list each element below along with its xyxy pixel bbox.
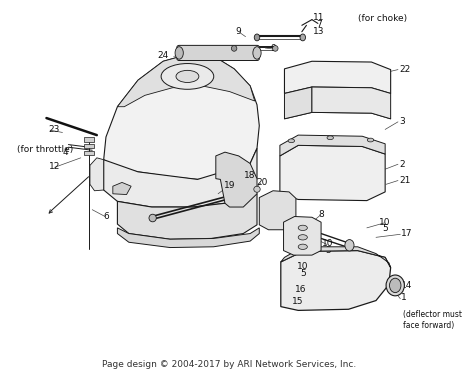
Text: 7: 7: [316, 20, 322, 29]
Text: 24: 24: [157, 51, 169, 60]
Ellipse shape: [300, 34, 306, 41]
Text: 11: 11: [313, 13, 325, 22]
Polygon shape: [280, 145, 385, 201]
Ellipse shape: [298, 244, 307, 249]
Text: 13: 13: [313, 27, 325, 36]
Ellipse shape: [386, 275, 404, 296]
Text: (for choke): (for choke): [358, 14, 407, 23]
Ellipse shape: [161, 63, 214, 89]
Text: 10: 10: [297, 262, 309, 271]
Text: 22: 22: [399, 65, 410, 74]
Text: (for throttle): (for throttle): [17, 145, 73, 154]
Text: 18: 18: [245, 171, 256, 180]
Ellipse shape: [273, 46, 278, 51]
Text: 5: 5: [300, 269, 306, 278]
Polygon shape: [283, 217, 321, 255]
Ellipse shape: [390, 278, 401, 293]
Polygon shape: [118, 54, 255, 107]
Ellipse shape: [298, 225, 307, 231]
Ellipse shape: [254, 186, 260, 192]
FancyBboxPatch shape: [84, 150, 94, 155]
Ellipse shape: [298, 235, 307, 240]
Text: 4: 4: [63, 148, 68, 157]
Text: 20: 20: [256, 178, 267, 187]
Ellipse shape: [327, 136, 333, 139]
Text: 3: 3: [399, 117, 405, 126]
Text: 16: 16: [295, 285, 306, 294]
Polygon shape: [280, 135, 385, 156]
Text: 1: 1: [401, 293, 407, 302]
Text: 10: 10: [322, 239, 334, 248]
Polygon shape: [281, 247, 391, 268]
Text: 19: 19: [224, 180, 235, 190]
Text: 17: 17: [401, 229, 413, 238]
Polygon shape: [104, 148, 257, 207]
Text: 5: 5: [325, 246, 331, 255]
Polygon shape: [118, 194, 257, 239]
Text: 10: 10: [379, 218, 391, 227]
Text: 21: 21: [399, 176, 410, 185]
Text: 2: 2: [399, 160, 404, 169]
Polygon shape: [118, 228, 259, 247]
Ellipse shape: [254, 34, 260, 41]
Text: Page design © 2004-2017 by ARI Network Services, Inc.: Page design © 2004-2017 by ARI Network S…: [102, 360, 356, 369]
Text: 6: 6: [103, 212, 109, 221]
Ellipse shape: [149, 214, 156, 222]
Polygon shape: [113, 182, 131, 195]
Polygon shape: [284, 87, 312, 119]
Polygon shape: [312, 87, 391, 119]
FancyBboxPatch shape: [84, 144, 94, 148]
Text: (deflector must
face forward): (deflector must face forward): [403, 310, 463, 330]
Polygon shape: [90, 158, 104, 191]
Polygon shape: [216, 152, 257, 207]
Polygon shape: [281, 250, 391, 310]
Ellipse shape: [176, 70, 199, 82]
FancyBboxPatch shape: [177, 45, 259, 60]
Text: 14: 14: [401, 281, 412, 290]
Text: 8: 8: [318, 210, 324, 219]
Polygon shape: [284, 61, 391, 93]
Ellipse shape: [345, 240, 354, 251]
Ellipse shape: [367, 138, 374, 142]
Polygon shape: [104, 54, 259, 179]
Text: 15: 15: [292, 297, 303, 306]
FancyBboxPatch shape: [84, 137, 94, 141]
Text: 9: 9: [235, 27, 241, 36]
Text: 23: 23: [49, 125, 60, 134]
Text: 9: 9: [270, 44, 276, 52]
Ellipse shape: [175, 47, 183, 59]
Text: 5: 5: [383, 224, 388, 233]
Polygon shape: [259, 191, 296, 230]
Text: ARI: ARI: [164, 153, 222, 182]
Ellipse shape: [288, 139, 294, 142]
Ellipse shape: [231, 46, 237, 51]
Ellipse shape: [253, 47, 261, 59]
Text: 12: 12: [49, 162, 60, 171]
